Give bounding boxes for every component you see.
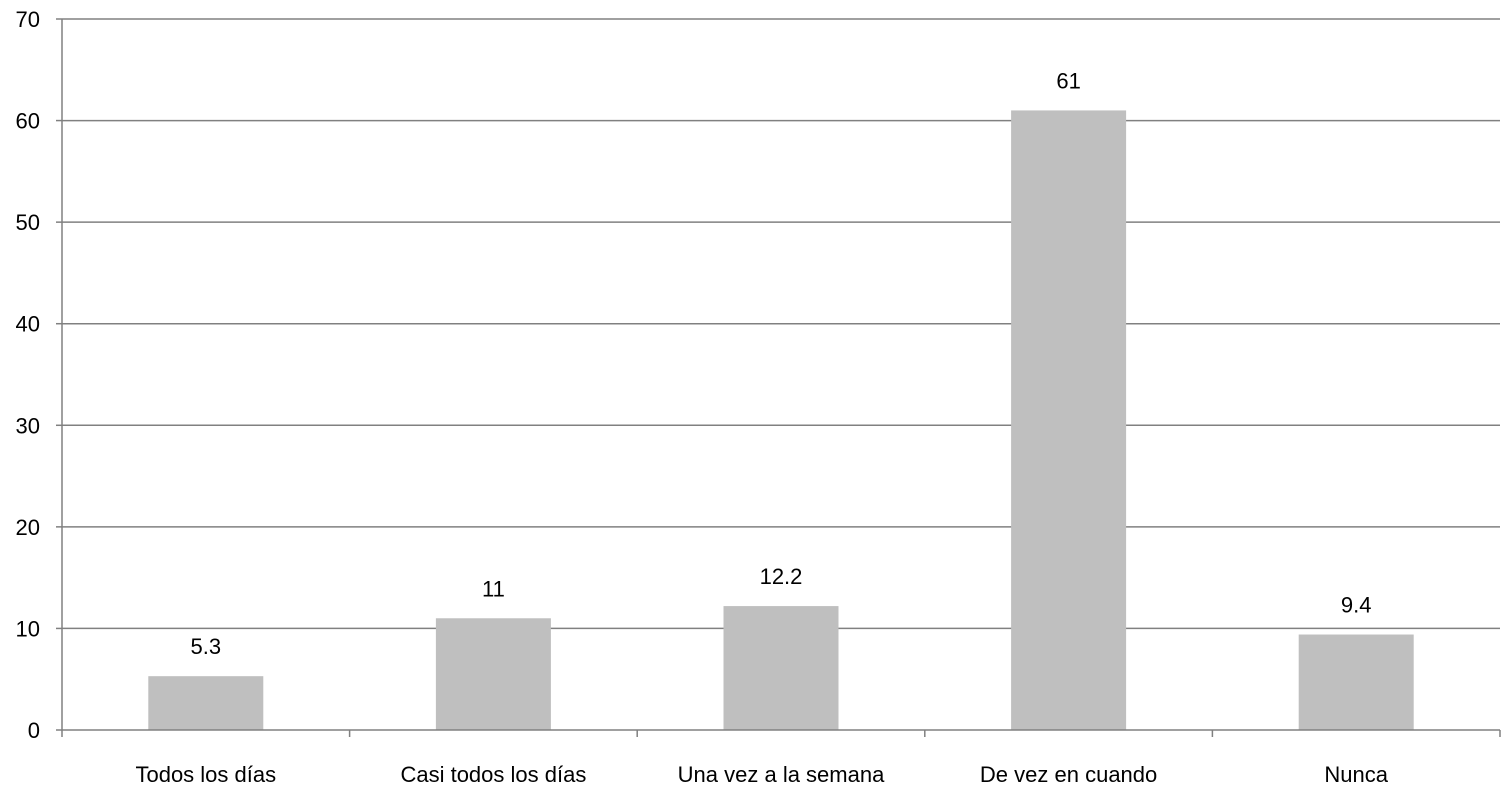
y-tick-label: 0 — [28, 718, 40, 743]
y-tick-label: 50 — [16, 210, 40, 235]
x-category-label: Todos los días — [135, 762, 276, 787]
x-category-label: Casi todos los días — [400, 762, 586, 787]
y-tick-label: 20 — [16, 515, 40, 540]
y-tick-label: 40 — [16, 312, 40, 337]
data-label: 61 — [1056, 68, 1080, 93]
y-tick-label: 70 — [16, 7, 40, 32]
bars — [148, 110, 1414, 730]
bar — [1011, 110, 1127, 730]
x-category-label: De vez en cuando — [980, 762, 1157, 787]
y-tick-label: 10 — [16, 616, 40, 641]
axes — [56, 18, 1501, 737]
data-label: 11 — [482, 576, 505, 601]
x-category-label: Una vez a la semana — [678, 762, 885, 787]
y-tick-label: 30 — [16, 413, 40, 438]
data-label: 5.3 — [191, 634, 222, 659]
data-label: 12.2 — [760, 564, 803, 589]
y-tick-label: 60 — [16, 109, 40, 134]
labels: 0 10 20 30 40 50 60 70 5.3 Todos los días 11 Casi t… — [16, 7, 1389, 787]
data-label: 9.4 — [1341, 593, 1372, 618]
gridlines — [62, 18, 1500, 630]
bar — [435, 618, 551, 730]
bar — [1298, 634, 1414, 730]
x-category-label: Nunca — [1324, 762, 1388, 787]
bar — [723, 606, 839, 730]
bar — [148, 676, 264, 730]
